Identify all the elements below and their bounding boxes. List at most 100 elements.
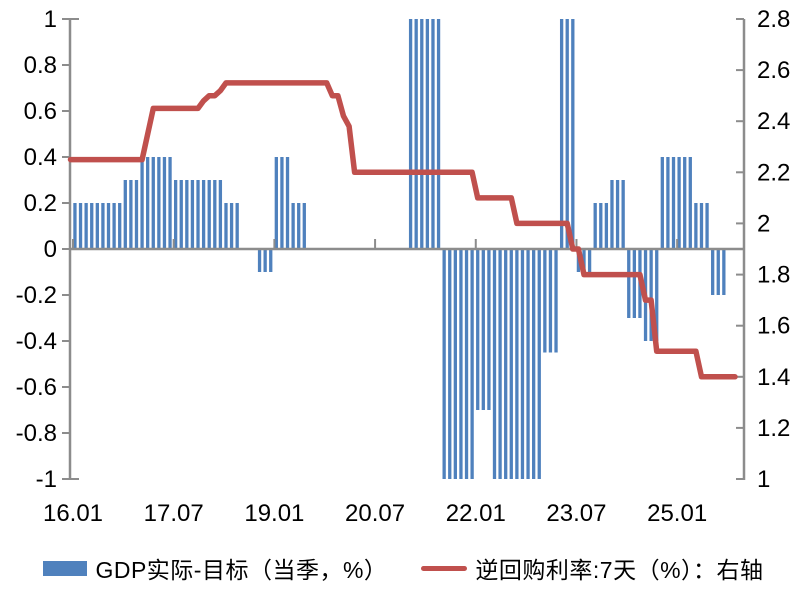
x-tick-label: 23.07 [546,500,606,527]
gdp-gap-bar [302,203,306,249]
gdp-gap-bar [224,203,228,249]
gdp-gap-bar [515,249,519,479]
left-axis-tick-label: 0.4 [24,144,57,171]
left-axis-tick-label: 0.8 [24,52,57,79]
gdp-gap-bar [464,249,469,479]
gdp-gap-bar [604,203,609,249]
gdp-gap-bar [196,180,200,249]
gdp-gap-bar [436,19,441,249]
gdp-gap-bar [285,157,290,249]
gdp-gap-bar [173,180,178,249]
gdp-gap-bar [90,203,94,249]
legend-bar-swatch-icon [43,560,88,576]
gdp-gap-bar [498,249,502,479]
left-axis-tick-label: -0.4 [16,328,57,355]
gdp-gap-bar [257,249,262,272]
x-tick-label: 19.01 [244,500,304,527]
gdp-gap-bar [559,19,564,249]
legend-bar-label: GDP实际-目标（当季，%） [95,557,388,583]
gdp-gap-bar [554,249,558,353]
gdp-gap-bar [621,180,625,249]
repo-rate-line [67,80,738,380]
gdp-gap-bar [677,157,681,249]
gdp-gap-bar [123,180,127,249]
gdp-gap-bar [683,157,687,249]
gdp-gap-bar [207,180,211,249]
gdp-gap-bar [201,180,206,249]
gdp-gap-bar [190,180,195,249]
left-axis-tick-label: -0.8 [16,420,57,447]
gdp-gap-bar [235,203,239,249]
right-axis-tick-label: 2 [757,210,770,237]
gdp-gap-bar [476,249,480,410]
gdp-gap-bar [565,19,569,249]
gdp-gap-bar [162,157,167,249]
x-tick-label: 25.01 [647,500,707,527]
gdp-gap-bar [459,249,463,479]
gdp-gap-bar [218,180,223,249]
gdp-gap-bar [593,203,597,249]
gdp-gap-bar [414,19,418,249]
gdp-gap-bar [213,180,217,249]
right-axis-tick-label: 1.6 [757,313,790,340]
gdp-gap-bar [615,180,620,249]
x-tick-label: 22.01 [446,500,506,527]
gdp-gap-bar [660,157,664,249]
gdp-gap-bar [481,249,485,410]
x-tick-label: 16.01 [43,500,103,527]
gdp-gap-bar [537,249,541,479]
gdp-gap-bar [722,249,726,295]
right-axis-tick-label: 1.8 [757,262,790,289]
gdp-gap-bar [671,157,676,249]
gdp-gap-bar [118,203,122,249]
gdp-gap-bar [291,203,295,249]
gdp-gap-bar [470,249,474,479]
right-axis-tick-label: 1.2 [757,415,790,442]
gdp-gap-bar [106,203,111,249]
gdp-gap-bar [610,180,614,249]
gdp-gap-bar [453,249,457,479]
gdp-gap-bar [129,180,133,249]
gdp-gap-bar [297,203,301,249]
gdp-gap-bar [632,249,636,318]
gdp-gap-bar [84,203,88,249]
gdp-gap-bar [442,249,446,479]
gdp-gap-bar [705,203,709,249]
gdp-gap-bar [269,249,273,272]
gdp-gap-bar [587,249,592,272]
gdp-gap-bar [571,19,575,249]
legend-line-label: 逆回购利率:7天（%）：右轴 [475,557,764,583]
plot-area: 16.01 17.07 19.01 20.07 22.01 23.07 25.01 1 0.8 0… [16,6,791,527]
gdp-gap-bar [168,157,172,249]
right-axis-tick-label: 1.4 [757,364,790,391]
gdp-gap-bar [134,180,139,249]
legend-line-swatch-icon [421,565,468,571]
gdp-gap-bar [263,249,267,272]
gdp-gap-bar [179,180,183,249]
gdp-gap-bar [95,203,99,249]
gdp-gap-bar [599,203,603,249]
right-axis-tick-label: 2.8 [757,6,790,33]
gdp-gap-bar [431,19,435,249]
gdp-gap-bar [548,249,553,353]
gdp-gap-bar [425,19,430,249]
gdp-gap-bar [509,249,513,479]
x-tick-label: 17.07 [144,500,204,527]
left-axis-tick-label: 0 [44,236,57,263]
gdp-gap-bar [492,249,497,479]
gdp-gap-bar [140,157,144,249]
gdp-gap-bar [112,203,116,249]
left-axis-tick-label: -0.2 [16,282,57,309]
gdp-gap-bar [649,249,653,341]
left-axis-tick-label: 0.6 [24,98,57,125]
gdp-gap-bar [504,249,508,479]
gdp-gap-bar [666,157,670,249]
right-axis-tick-label: 2.6 [757,57,790,84]
gdp-gap-bar [408,19,413,249]
gdp-gap-bar [146,157,150,249]
gdp-gap-bar [78,203,83,249]
gdp-gap-bar [532,249,536,479]
gdp-gap-bar [655,249,659,341]
x-tick-label: 20.07 [345,500,405,527]
